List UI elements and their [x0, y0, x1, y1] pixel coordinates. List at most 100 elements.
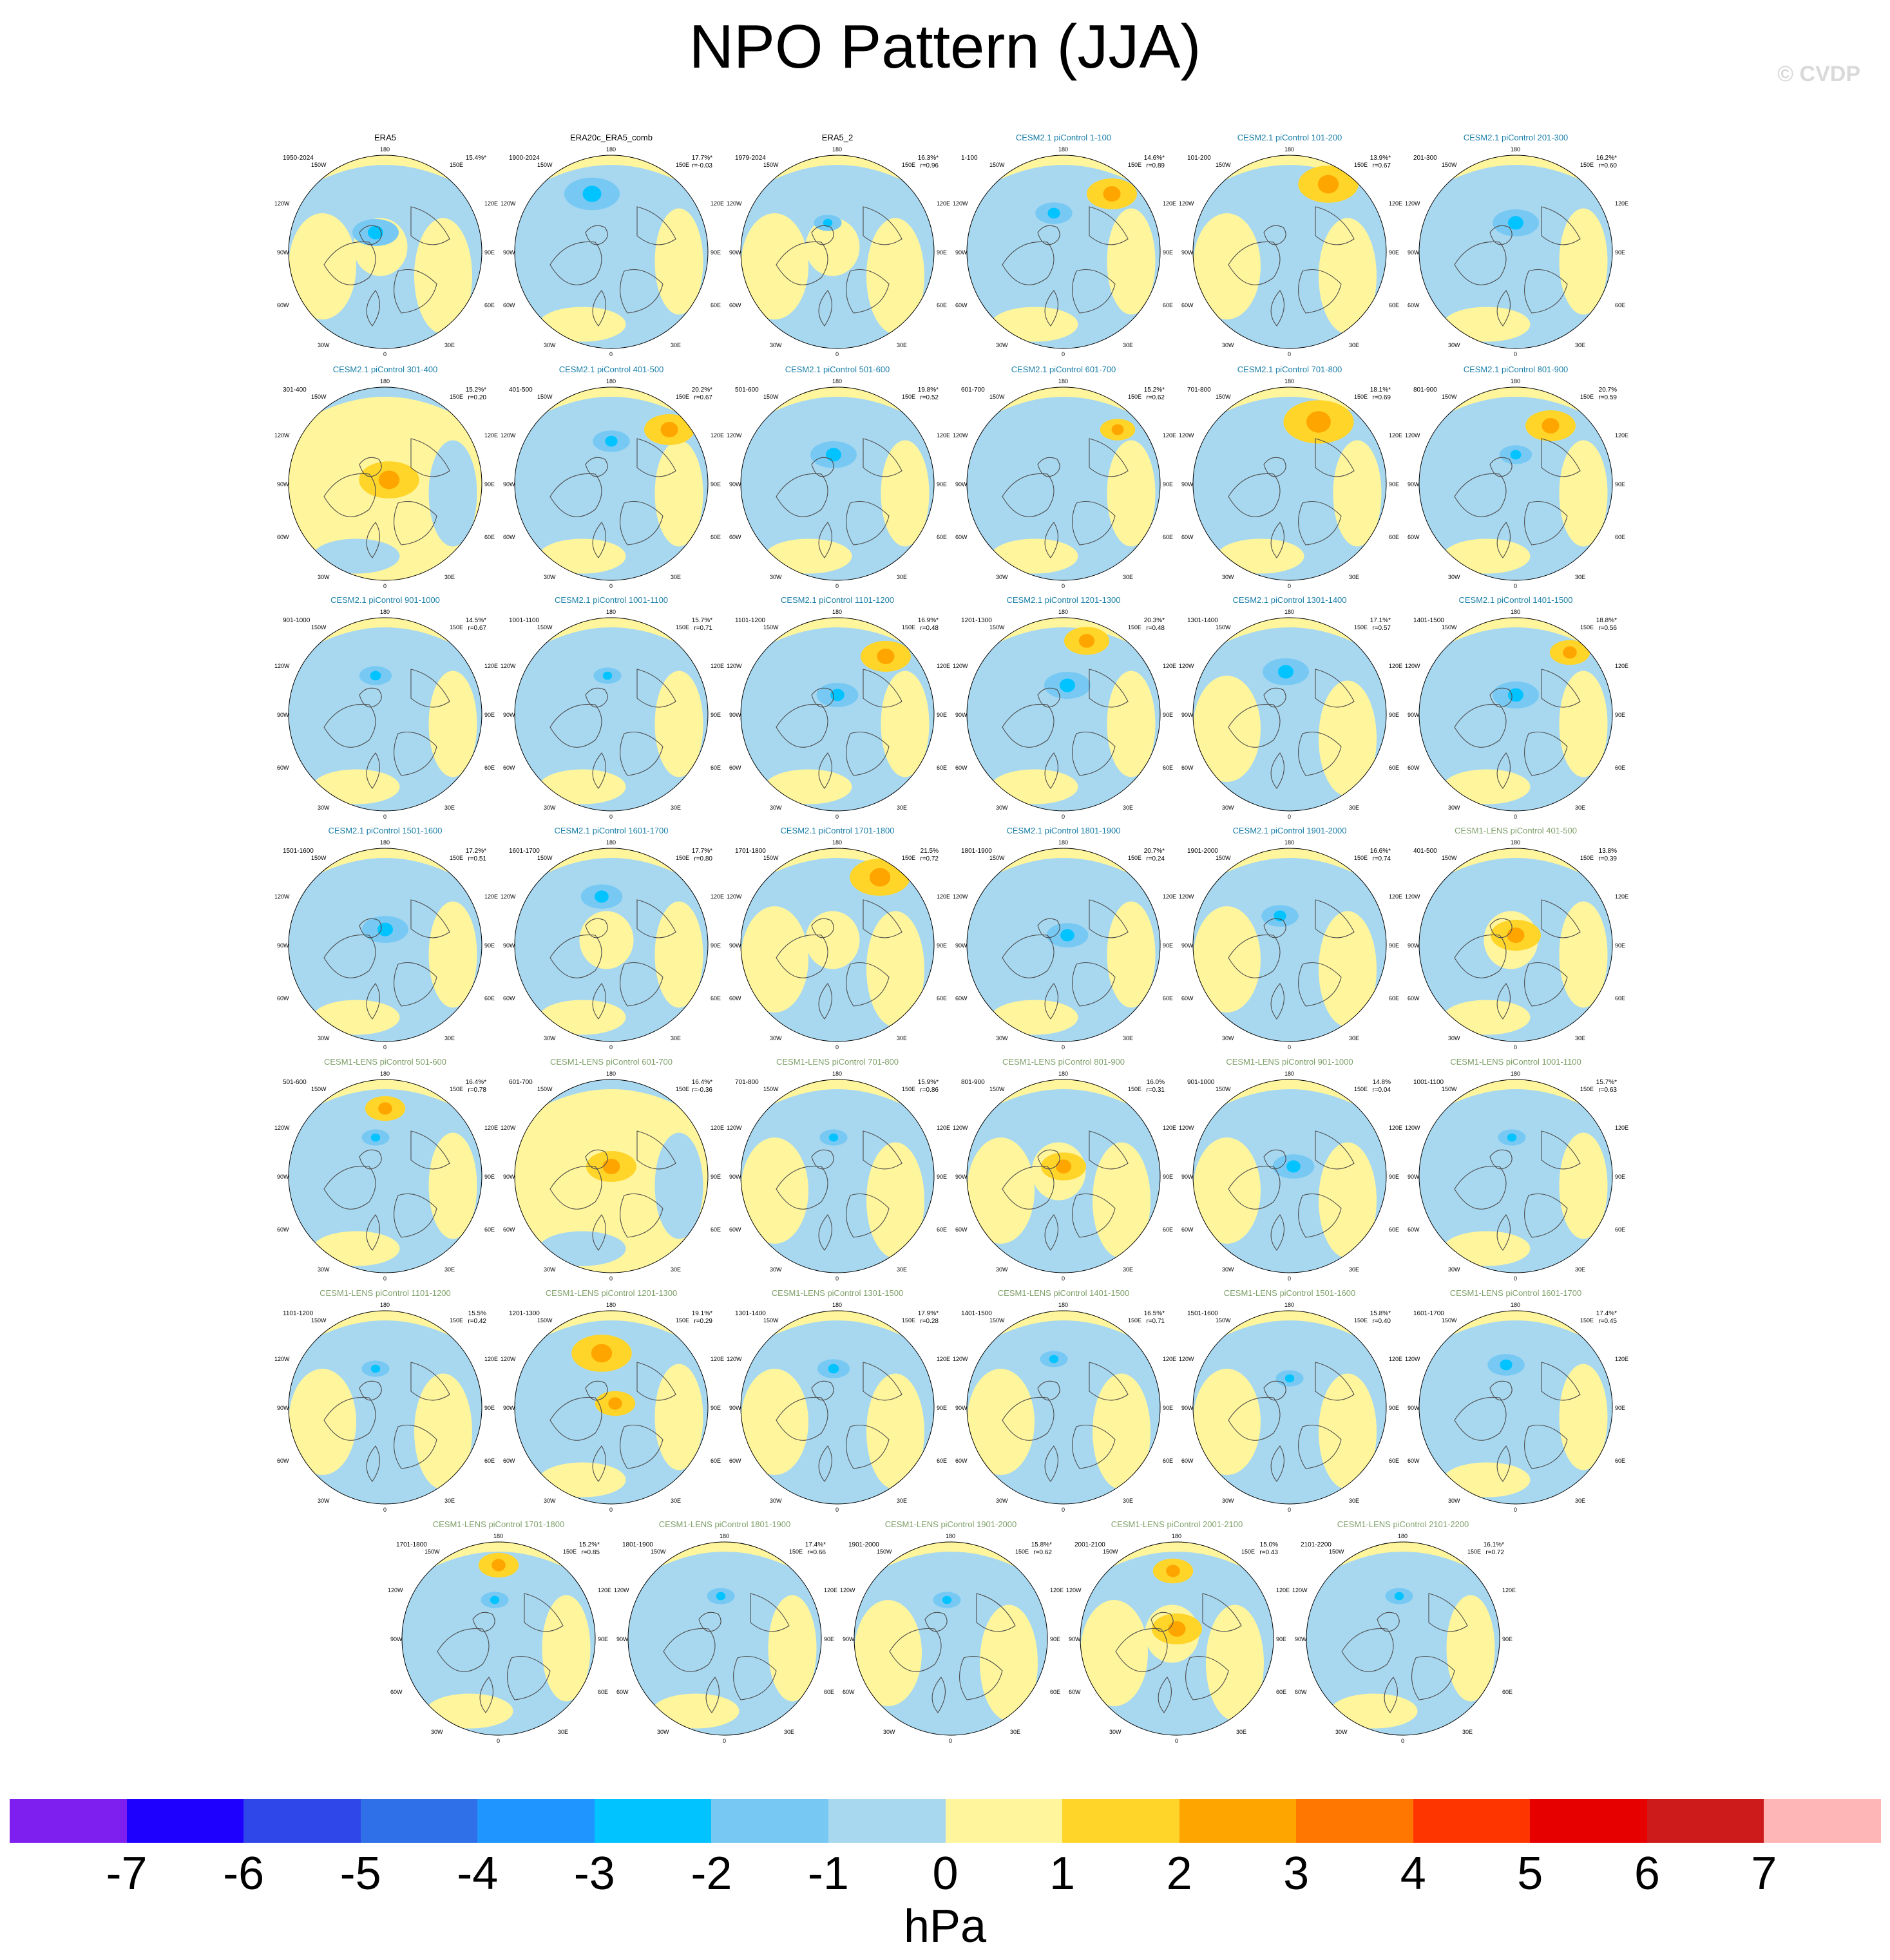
polar-map: [1192, 386, 1387, 581]
longitude-label: 60W: [1408, 534, 1420, 540]
coastline: [1270, 752, 1284, 789]
anomaly-region: [765, 538, 852, 574]
panel-title: CESM2.1 piControl 1201-1300: [1006, 595, 1121, 605]
panel-variance-explained: 15.0%: [1259, 1541, 1278, 1548]
coastline: [705, 1677, 720, 1713]
panel-period: 1001-1100: [1413, 1079, 1444, 1086]
anomaly-region: [741, 1369, 808, 1475]
map-panel: CESM2.1 piControl 1501-1600 1501-1600 17.2…: [274, 826, 498, 1054]
coastline: [620, 500, 663, 546]
polar-map: [1192, 1079, 1387, 1273]
anomaly-region: [539, 1231, 626, 1266]
high-anomaly-core: [608, 1397, 622, 1410]
coastline: [620, 269, 663, 314]
longitude-label: 120W: [501, 200, 516, 207]
panel-title: CESM1-LENS piControl 701-800: [776, 1057, 899, 1067]
longitude-label: 180: [380, 839, 390, 846]
panel-period: 601-700: [961, 386, 985, 394]
longitude-label: 120W: [614, 1587, 629, 1594]
map-border: [1192, 155, 1387, 349]
coastline: [394, 731, 437, 776]
coastline: [366, 290, 380, 327]
coastline: [359, 918, 382, 938]
panel-period: 901-1000: [1187, 1079, 1215, 1086]
coastline: [698, 1612, 721, 1632]
panel-pattern-correlation: r=0.85: [581, 1549, 600, 1556]
anomaly-region: [1107, 208, 1156, 315]
map-panel: CESM1-LENS piControl 501-600 501-600 16.4%…: [274, 1057, 498, 1286]
coastline: [636, 206, 676, 245]
longitude-label: 30E: [897, 342, 908, 348]
longitude-label: 30E: [897, 574, 908, 580]
low-anomaly-core: [1060, 929, 1074, 942]
anomaly-region: [1559, 1132, 1608, 1239]
coastline: [1298, 1193, 1342, 1238]
coastline: [863, 1130, 902, 1170]
colorbar-segment: [1179, 1799, 1297, 1843]
longitude-label: 30E: [1575, 1266, 1586, 1273]
coastline: [1228, 473, 1281, 517]
anomaly-region: [1319, 680, 1377, 797]
longitude-label: 120E: [1163, 663, 1177, 669]
panel-period: 301-400: [283, 386, 307, 394]
coastline: [1270, 983, 1284, 1020]
panel-pattern-correlation: r=0.72: [920, 855, 939, 862]
longitude-label: 180: [1058, 1070, 1069, 1077]
map-border: [1418, 848, 1613, 1042]
panel-title: CESM2.1 piControl 1101-1200: [780, 595, 895, 605]
longitude-label: 30W: [770, 574, 782, 580]
panel-variance-explained: 16.2%*: [1596, 155, 1617, 162]
anomaly-region: [1319, 1142, 1377, 1259]
panel-pattern-correlation: r=0.51: [468, 855, 486, 862]
colorbar-tick-label: 6: [1634, 1848, 1660, 1899]
panel-variance-explained: 16.0%: [1146, 1079, 1165, 1086]
coastline: [585, 687, 608, 708]
coastline: [1489, 457, 1513, 477]
coastline: [976, 1593, 1016, 1632]
map-border: [1192, 617, 1387, 812]
coastline: [846, 1193, 890, 1238]
longitude-label: 90W: [616, 1636, 629, 1642]
longitude-label: 180: [1058, 146, 1069, 153]
map-panel: CESM1-LENS piControl 1601-1700 1601-1700 1…: [1405, 1288, 1628, 1517]
coastline: [592, 1214, 606, 1251]
polar-map: [288, 155, 482, 349]
longitude-label: 120E: [1615, 1356, 1629, 1362]
coastline: [359, 687, 382, 708]
coastline: [1541, 206, 1581, 245]
panel-title: CESM2.1 piControl 1001-1100: [554, 595, 669, 605]
longitude-label: 30W: [1448, 1035, 1460, 1042]
map-panel: CESM1-LENS piControl 1301-1500 1301-1400 1…: [727, 1288, 950, 1517]
panel-pattern-correlation: r=0.48: [1146, 625, 1165, 632]
longitude-label: 180: [1511, 1302, 1521, 1308]
coastline: [585, 1149, 608, 1170]
longitude-label: 90W: [729, 249, 741, 256]
coastline: [1524, 1193, 1568, 1238]
coastline: [1298, 500, 1342, 546]
longitude-label: 30E: [671, 804, 682, 811]
coastline: [750, 1593, 790, 1632]
longitude-label: 30W: [1222, 342, 1234, 348]
longitude-label: 0: [383, 583, 387, 589]
anomaly-region: [289, 1369, 356, 1475]
coastline: [776, 241, 828, 285]
longitude-label: 90W: [277, 942, 289, 949]
anomaly-region: [1193, 676, 1261, 782]
longitude-label: 60W: [1181, 534, 1194, 540]
map-panel: ERA20c_ERA5_comb 1900-2024 17.7%* r=-0.03 18…: [501, 133, 724, 361]
longitude-label: 0: [835, 1507, 839, 1513]
low-anomaly-core: [716, 1592, 726, 1601]
longitude-label: 30E: [1010, 1729, 1021, 1735]
anomaly-region: [289, 213, 356, 319]
map-panel: CESM2.1 piControl 701-800 701-800 18.1%* r=…: [1179, 365, 1402, 593]
low-anomaly-core: [828, 1133, 839, 1142]
longitude-label: 120W: [1405, 200, 1420, 207]
polar-map: [1418, 617, 1613, 812]
panel-title: CESM2.1 piControl 601-700: [1011, 365, 1116, 374]
longitude-label: 0: [609, 583, 613, 589]
longitude-label: 90W: [503, 942, 515, 949]
longitude-label: 90W: [503, 249, 515, 256]
panel-pattern-correlation: r=0.66: [807, 1549, 826, 1556]
map-border: [740, 155, 935, 349]
coastline: [585, 1380, 608, 1401]
